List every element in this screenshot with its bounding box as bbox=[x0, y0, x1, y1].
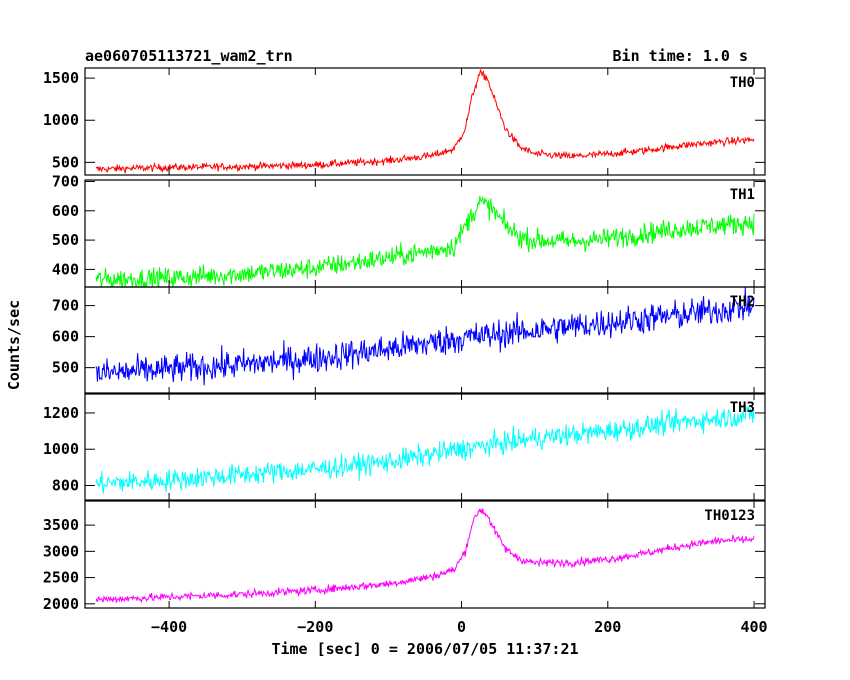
x-tick-label: 200 bbox=[594, 618, 621, 636]
panels: 500 1000 1500 TH0 400 500 600 700 TH1 500 600 700 TH… bbox=[43, 67, 768, 636]
y-tick-label: 1500 bbox=[43, 69, 79, 87]
chart-title-right: Bin time: 1.0 s bbox=[613, 47, 748, 65]
y-tick-label: 500 bbox=[52, 153, 79, 171]
channel-label-th2: TH2 bbox=[730, 294, 755, 310]
y-tick-label: 1200 bbox=[43, 404, 79, 422]
panel-th0123: 2000 2500 3000 3500 TH0123 bbox=[43, 500, 766, 613]
y-tick-label: 700 bbox=[52, 172, 79, 190]
x-tick-label: 400 bbox=[740, 618, 767, 636]
series-line-th2 bbox=[95, 287, 755, 386]
panel-th3: 800 1000 1200 TH3 bbox=[43, 392, 766, 501]
y-tick-label: 800 bbox=[52, 476, 79, 494]
y-tick-label: 600 bbox=[52, 328, 79, 346]
channel-label-th3: TH3 bbox=[730, 400, 755, 416]
panel-frame bbox=[84, 179, 766, 288]
panel-frame bbox=[84, 500, 766, 609]
series-line-th1 bbox=[95, 195, 755, 287]
y-tick-label: 3500 bbox=[43, 516, 79, 534]
channel-label-th0: TH0 bbox=[730, 75, 755, 91]
channel-label-th1: TH1 bbox=[730, 187, 755, 203]
y-tick-label: 600 bbox=[52, 202, 79, 220]
y-tick-label: 1000 bbox=[43, 440, 79, 458]
series-line-th0123 bbox=[95, 508, 755, 604]
y-tick-label: 500 bbox=[52, 231, 79, 249]
x-tick-label: 0 bbox=[457, 618, 466, 636]
panel-frame bbox=[84, 286, 766, 395]
channel-label-th0123: TH0123 bbox=[704, 508, 755, 524]
series-line-th0 bbox=[95, 69, 755, 174]
panel-th1: 400 500 600 700 TH1 bbox=[52, 172, 766, 288]
y-tick-label: 3000 bbox=[43, 542, 79, 560]
y-tick-label: 500 bbox=[52, 359, 79, 377]
x-axis-label: Time [sec] 0 = 2006/07/05 11:37:21 bbox=[271, 640, 578, 658]
y-axis-label: Counts/sec bbox=[5, 300, 23, 390]
y-tick-label: 2500 bbox=[43, 569, 79, 587]
chart-title-left: ae060705113721_wam2_trn bbox=[85, 47, 293, 65]
x-tick-label: −400 bbox=[151, 618, 187, 636]
y-tick-label: 1000 bbox=[43, 111, 79, 129]
y-tick-label: 700 bbox=[52, 297, 79, 315]
y-tick-label: 2000 bbox=[43, 595, 79, 613]
y-tick-label: 400 bbox=[52, 260, 79, 278]
panel-frame bbox=[84, 392, 766, 501]
panel-th2: 500 600 700 TH2 bbox=[52, 286, 766, 395]
panel-frame bbox=[84, 67, 766, 176]
panel-th0: 500 1000 1500 TH0 bbox=[43, 67, 766, 176]
series-line-th3 bbox=[95, 406, 755, 494]
x-tick-label: −200 bbox=[297, 618, 333, 636]
